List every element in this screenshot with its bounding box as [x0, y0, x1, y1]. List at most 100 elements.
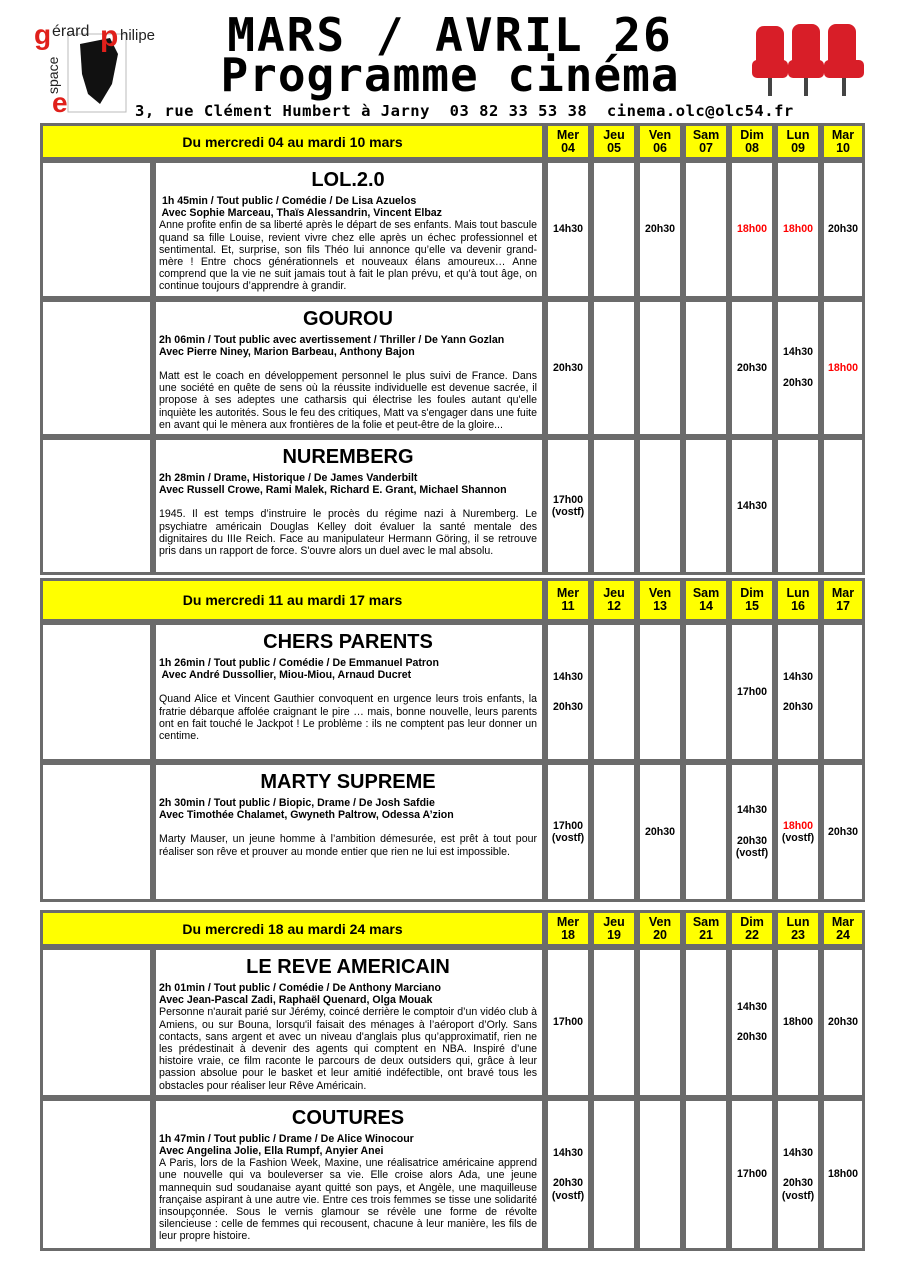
showtime-cell[interactable]: 18h00 — [775, 947, 822, 1098]
film-poster[interactable] — [40, 1097, 153, 1251]
showtime-cell[interactable]: 17h00 (vostf) — [545, 762, 592, 902]
showtime[interactable]: 20h30 — [732, 1031, 772, 1044]
showtime[interactable]: 20h30 (vostf) — [548, 1177, 588, 1202]
showtime-cell[interactable]: 14h30 20h30 — [729, 947, 776, 1098]
showtime-cell[interactable]: 14h30 20h30 — [775, 298, 822, 438]
week-range-label: Du mercredi 11 au mardi 17 mars — [40, 578, 546, 622]
showtime[interactable]: 18h00 (vostf) — [778, 820, 818, 845]
film-poster[interactable] — [40, 947, 153, 1098]
showtime-cell — [683, 622, 730, 762]
showtime[interactable]: 20h30 — [824, 1016, 862, 1029]
showtime-cell — [591, 298, 638, 438]
showtime-cell[interactable]: 20h30 — [637, 160, 684, 299]
showtime-text: 14h30 — [782, 670, 814, 683]
showtime[interactable]: 20h30 — [732, 362, 772, 375]
page-title: MARS / AVRIL 26 — [227, 8, 673, 62]
showtime[interactable]: 20h30 (vostf) — [778, 1177, 818, 1202]
showtime[interactable]: 20h30 — [640, 223, 680, 236]
showtime-cell[interactable]: 18h00 — [729, 160, 776, 299]
day-name: Mar — [831, 127, 855, 142]
showtime-text: 20h30 — [552, 701, 584, 713]
showtime-text: (vostf) — [551, 506, 585, 519]
day-date: 24 — [836, 927, 850, 942]
showtime-cell[interactable]: 14h30 20h30 — [545, 622, 592, 762]
showtime-cell[interactable]: 18h00 — [821, 298, 866, 438]
showtime-cell[interactable]: 17h00 — [545, 947, 592, 1098]
showtime[interactable]: 14h30 — [778, 1147, 818, 1160]
showtime-text: 20h30 — [827, 223, 859, 236]
film-title: MARTY SUPREME — [260, 771, 436, 793]
showtime[interactable]: 20h30 — [548, 362, 588, 375]
showtime-cell[interactable]: 18h00 — [821, 1097, 866, 1251]
showtime-cell — [637, 622, 684, 762]
showtime-cell[interactable]: 14h30 20h30 — [775, 622, 822, 762]
showtime[interactable]: 18h00 — [778, 223, 818, 236]
showtime-text: 17h00 — [552, 1016, 584, 1029]
showtime[interactable]: 17h00 (vostf) — [548, 494, 588, 519]
film-poster[interactable] — [40, 298, 153, 438]
showtime-cell[interactable]: 14h30 20h30 (vostf) — [775, 1097, 822, 1251]
showtime-cell — [637, 1097, 684, 1251]
showtime-cell[interactable]: 18h00 (vostf) — [775, 762, 822, 902]
showtime[interactable]: 17h00 (vostf) — [548, 820, 588, 845]
showtime-cell[interactable]: 14h30 — [729, 437, 776, 576]
showtime[interactable]: 20h30 — [824, 826, 862, 839]
film-poster[interactable] — [40, 160, 153, 299]
showtime[interactable]: 17h00 — [548, 1016, 588, 1029]
film-row: CHERS PARENTS 1h 26min / Tout public / Co… — [40, 622, 866, 762]
showtime[interactable]: 14h30 — [732, 500, 772, 513]
showtime-cell[interactable]: 18h00 — [775, 160, 822, 299]
showtime[interactable]: 14h30 — [778, 346, 818, 359]
showtime[interactable]: 18h00 — [824, 1168, 862, 1181]
showtime-cell — [637, 298, 684, 438]
cinema-address: 3, rue Clément Humbert à Jarny 03 82 33 … — [135, 102, 794, 120]
showtime[interactable]: 18h00 — [824, 362, 862, 375]
day-date: 14 — [699, 599, 713, 613]
film-synopsis: 1945. Il est temps d’instruire le procès… — [159, 508, 538, 558]
film-poster[interactable] — [40, 622, 153, 762]
showtime-cell[interactable]: 14h30 20h30 (vostf) — [729, 762, 776, 902]
showtime-cell[interactable]: 14h30 20h30 (vostf) — [545, 1097, 592, 1251]
film-row: MARTY SUPREME 2h 30min / Tout public / Bi… — [40, 762, 866, 902]
showtime-cell[interactable]: 17h00 — [729, 622, 776, 762]
showtime[interactable]: 20h30 — [778, 701, 818, 714]
film-synopsis: A Paris, lors de la Fashion Week, Maxine… — [159, 1157, 538, 1243]
showtime[interactable]: 20h30 — [548, 701, 588, 714]
film-cast: Avec Jean-Pascal Zadi, Raphaël Quenard, … — [159, 994, 433, 1007]
showtime[interactable]: 18h00 — [778, 1016, 818, 1029]
day-date: 07 — [699, 140, 713, 155]
showtime[interactable]: 14h30 — [778, 671, 818, 684]
showtime-cell[interactable]: 20h30 — [821, 160, 866, 299]
showtime[interactable]: 20h30 (vostf) — [732, 835, 772, 860]
showtime[interactable]: 14h30 — [732, 804, 772, 817]
showtime[interactable]: 14h30 — [732, 1001, 772, 1014]
showtime[interactable]: 20h30 — [824, 223, 862, 236]
showtime[interactable]: 14h30 — [548, 1147, 588, 1160]
film-poster[interactable] — [40, 437, 153, 576]
week-block: Du mercredi 18 au mardi 24 mars Mer 18 Jeu 1… — [40, 910, 866, 1251]
showtime[interactable]: 18h00 — [732, 223, 772, 236]
showtime-cell[interactable]: 20h30 — [637, 762, 684, 902]
showtime-cell — [591, 437, 638, 576]
showtime-text: 14h30 — [736, 1000, 768, 1013]
showtime-cell[interactable]: 17h00 — [729, 1097, 776, 1251]
showtime-cell[interactable]: 17h00 (vostf) — [545, 437, 592, 576]
showtime-cell[interactable]: 20h30 — [821, 947, 866, 1098]
day-header: Ven 13 — [637, 578, 684, 622]
film-poster[interactable] — [40, 762, 153, 902]
showtime-text: 20h30 — [736, 1031, 768, 1044]
showtime-cell[interactable]: 20h30 — [729, 298, 776, 438]
showtime-text: 14h30 — [782, 1146, 814, 1159]
showtime[interactable]: 17h00 — [732, 686, 772, 699]
showtime-text: 20h30 — [827, 1016, 859, 1029]
film-cast: Avec Sophie Marceau, Thaïs Alessandrin, … — [159, 207, 442, 220]
showtime[interactable]: 14h30 — [548, 671, 588, 684]
showtime[interactable]: 20h30 — [640, 826, 680, 839]
showtime-text: 20h30 — [644, 825, 676, 838]
showtime-cell[interactable]: 20h30 — [821, 762, 866, 902]
showtime[interactable]: 14h30 — [548, 223, 588, 236]
showtime-cell[interactable]: 14h30 — [545, 160, 592, 299]
showtime-cell[interactable]: 20h30 — [545, 298, 592, 438]
showtime[interactable]: 20h30 — [778, 377, 818, 390]
showtime[interactable]: 17h00 — [732, 1168, 772, 1181]
